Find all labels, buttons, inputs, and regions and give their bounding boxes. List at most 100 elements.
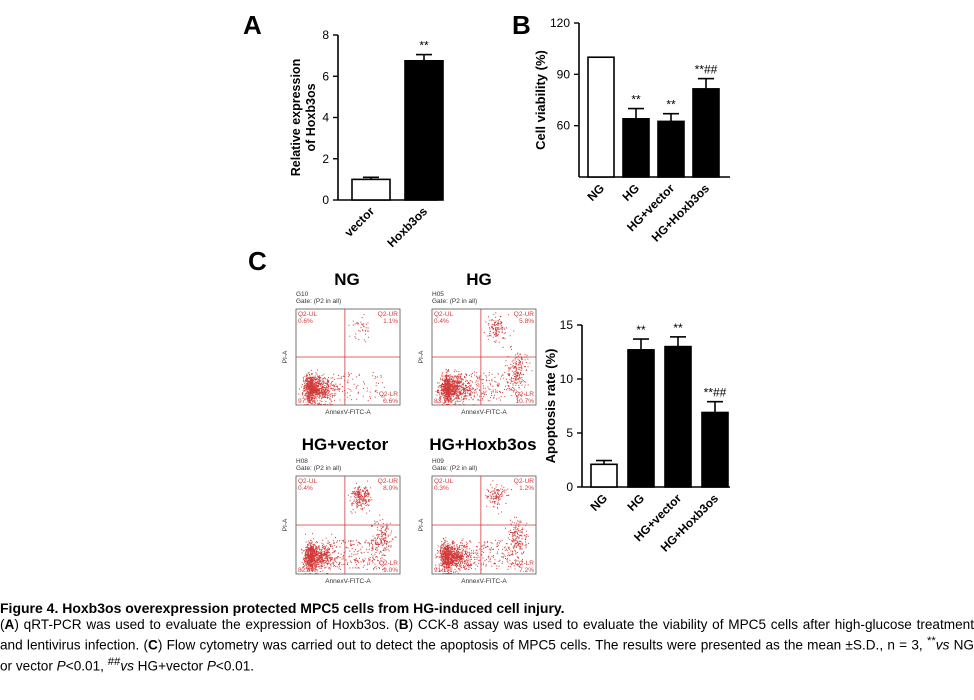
flow-x-label: AnnexV-FITC-A (461, 578, 507, 585)
a-y-tick-label: 2 (322, 152, 329, 166)
flow-quadrant-ul-value: 0.3% (434, 485, 449, 492)
b-bar (692, 88, 720, 178)
flow-quadrant-ur-name: Q2-UR (378, 311, 399, 318)
b-annotation: ** (631, 93, 641, 107)
caption-letter-b: B (398, 616, 409, 632)
flow-quadrant-lr-value: 0.6% (383, 398, 398, 405)
flow-gate-label: Gate: (P2 in all) (296, 298, 341, 305)
flow-quadrant-ul-name: Q2-UL (434, 478, 454, 485)
caption-letter-a: A (4, 616, 15, 632)
c-annotation: ** (673, 321, 683, 335)
b-bar (657, 120, 685, 178)
panel-letter-c: C (248, 246, 267, 276)
flow-scatter-dots (298, 314, 385, 405)
caption-p2: P (206, 658, 216, 674)
a-y-tick-label: 8 (322, 28, 329, 42)
a-y-tick-label: 6 (322, 69, 329, 83)
flow-y-label: PI-A (418, 518, 425, 531)
flow-quadrant-ul-value: 0.4% (298, 485, 313, 492)
flow-quadrant-ll-value: 91.1% (434, 567, 453, 574)
flow-scatter-dots (435, 480, 529, 574)
b-y-label: Cell viability (%) (533, 50, 548, 150)
flow-quadrant-lr-value: 9.0% (383, 567, 398, 574)
caption-vs2: vs (120, 658, 134, 674)
c-annotation: **## (704, 386, 727, 400)
c-y-label: Apoptosis rate (%) (543, 349, 558, 464)
flow-title-ng: NG (334, 270, 360, 289)
caption-text-c: ) Flow cytometry was carried out to dete… (157, 637, 927, 653)
caption-sig2: ## (107, 656, 121, 669)
flow-sample-id: H05 (432, 291, 444, 298)
flow-quadrant-ur-name: Q2-UR (514, 311, 535, 318)
flow-quadrant-lr-value: 7.2% (519, 567, 534, 574)
figure-caption: Figure 4. Hoxb3os overexpression protect… (0, 600, 974, 675)
flow-scatter-dots (435, 312, 533, 405)
flow-quadrant-ur-value: 8.0% (383, 485, 398, 492)
caption-body: (A) qRT-PCR was used to evaluate the exp… (0, 616, 974, 674)
flow-title-hg-vector: HG+vector (301, 435, 389, 454)
caption-text-a: ) qRT-PCR was used to evaluate the expre… (14, 616, 399, 632)
flow-title-hg-hoxb3os: HG+Hoxb3os (429, 435, 537, 454)
c-y-tick-label: 5 (566, 426, 573, 440)
flow-y-label: PI-A (282, 350, 289, 363)
flow-x-label: AnnexV-FITC-A (461, 409, 507, 416)
flow-quadrant-ul-name: Q2-UL (298, 478, 318, 485)
flow-y-label: PI-A (418, 350, 425, 363)
flow-sample-id: H08 (296, 458, 308, 465)
b-bar (587, 56, 615, 178)
flow-quadrant-ul-name: Q2-UL (298, 311, 318, 318)
flow-gate-label: Gate: (P2 in all) (296, 465, 341, 472)
a-y-label: Relative expressionof Hoxb3os (289, 59, 318, 176)
flow-quadrant-lr-name: Q2-LR (379, 560, 398, 567)
caption-text-b: ) CCK-8 assay was used to evaluate the v… (0, 616, 974, 653)
flow-quadrant-lr-name: Q2-LR (515, 560, 534, 567)
a-y-label-line: of Hoxb3os (304, 83, 318, 151)
b-annotation: **## (695, 63, 718, 77)
panel-letter-a: A (243, 10, 262, 40)
caption-end: <0.01. (215, 658, 255, 674)
caption-title: Figure 4. Hoxb3os overexpression protect… (0, 600, 565, 616)
caption-vs1: vs (935, 637, 950, 653)
flow-quadrant-ul-value: 0.4% (434, 318, 449, 325)
flow-sample-id: H09 (432, 458, 444, 465)
flow-quadrant-ur-value: 1.1% (383, 318, 398, 325)
flow-y-label: PI-A (282, 518, 289, 531)
flow-quadrant-lr-name: Q2-LR (515, 391, 534, 398)
flow-quadrant-ll-value: 82.6% (298, 567, 317, 574)
flow-title-hg: HG (466, 270, 492, 289)
flow-quadrant-ul-name: Q2-UL (434, 311, 454, 318)
caption-letter-c: C (148, 637, 158, 653)
caption-sig1: ** (926, 635, 936, 647)
flow-quadrant-ll-value: 83.1% (434, 398, 453, 405)
b-y-tick-label: 90 (557, 67, 571, 81)
c-y-tick-label: 15 (560, 318, 574, 332)
a-y-tick-label: 4 (322, 111, 329, 125)
flow-x-label: AnnexV-FITC-A (325, 409, 371, 416)
flow-scatter-dots (300, 480, 397, 574)
caption-p1: P (56, 658, 66, 674)
b-y-tick-label: 120 (550, 16, 570, 30)
c-y-tick-label: 10 (560, 372, 574, 386)
flow-quadrant-ur-value: 5.8% (519, 318, 534, 325)
caption-mid3: HG+vector (133, 658, 207, 674)
flow-quadrant-ur-name: Q2-UR (378, 478, 399, 485)
a-y-tick-label: 0 (322, 193, 329, 207)
c-y-tick-label: 0 (566, 480, 573, 494)
c-annotation: ** (636, 323, 646, 337)
panel-letter-b: B (512, 10, 531, 40)
flow-gate-label: Gate: (P2 in all) (432, 465, 477, 472)
flow-quadrant-lr-name: Q2-LR (379, 391, 398, 398)
flow-sample-id: G10 (296, 291, 309, 298)
flow-quadrant-ll-value: 97.6% (298, 398, 317, 405)
a-annotation: ** (419, 39, 429, 53)
a-y-label-line: Relative expression (289, 59, 303, 176)
c-bar (627, 349, 655, 488)
